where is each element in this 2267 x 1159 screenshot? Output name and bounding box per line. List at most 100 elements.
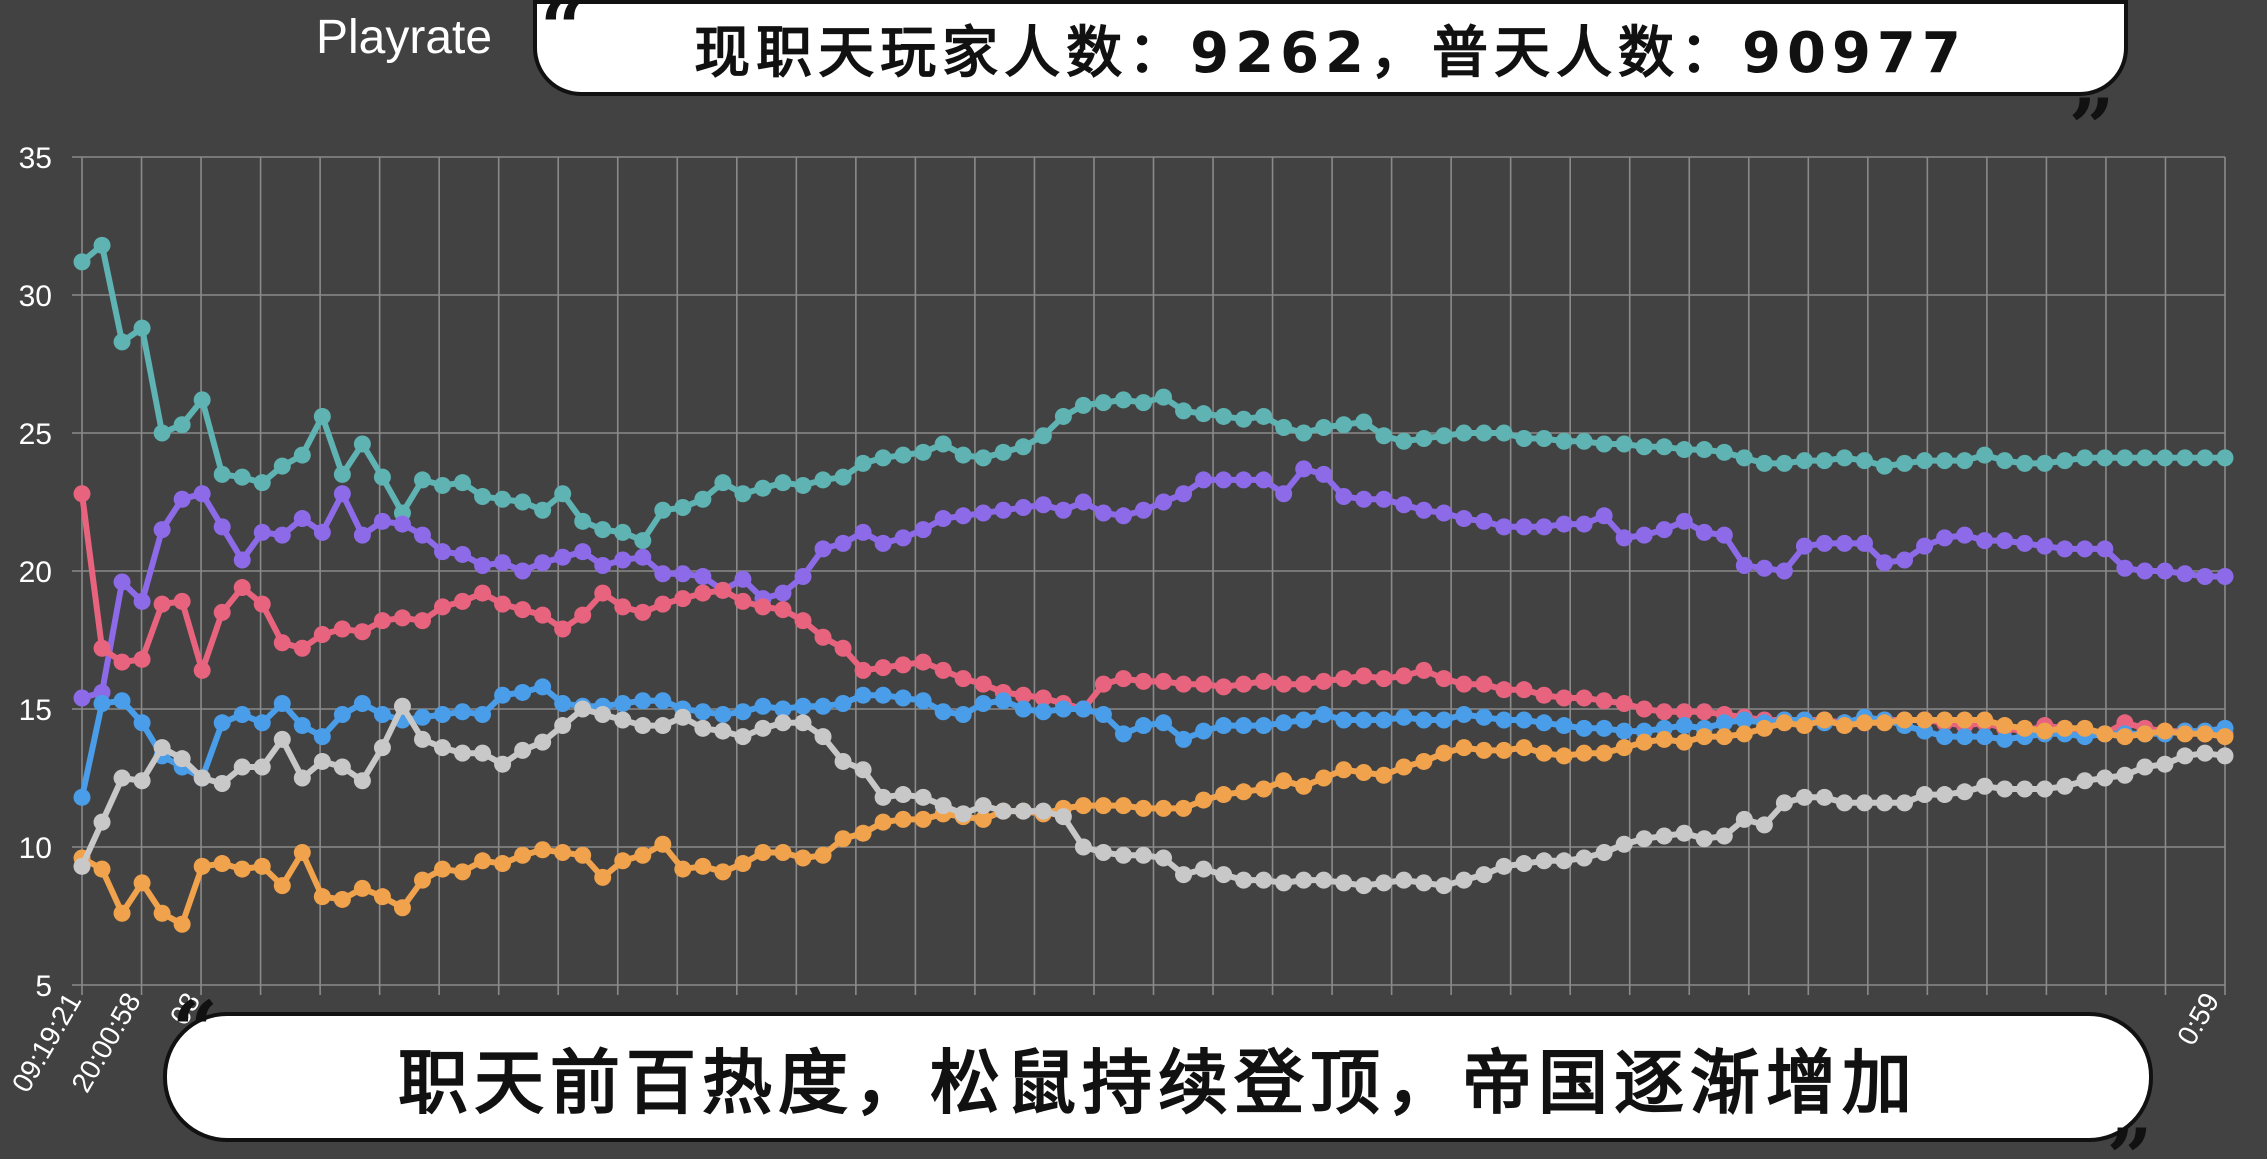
data-point: [714, 722, 732, 740]
data-point: [614, 551, 632, 569]
data-point: [734, 570, 752, 588]
data-point: [2136, 725, 2154, 743]
data-point: [1595, 507, 1613, 525]
data-point: [1575, 515, 1593, 533]
data-point: [434, 598, 452, 616]
data-point: [333, 465, 351, 483]
data-point: [1575, 689, 1593, 707]
data-point: [1936, 786, 1954, 804]
data-point: [1655, 703, 1673, 721]
data-point: [1996, 717, 2014, 735]
data-point: [1155, 493, 1173, 511]
data-point: [434, 860, 452, 878]
data-point: [2116, 728, 2134, 746]
data-point: [954, 805, 972, 823]
data-point: [1034, 427, 1052, 445]
data-point: [874, 534, 892, 552]
data-point: [253, 474, 271, 492]
data-point: [1435, 744, 1453, 762]
data-point: [554, 717, 572, 735]
data-point: [834, 752, 852, 770]
data-point: [1815, 788, 1833, 806]
data-point: [273, 877, 291, 895]
data-point: [1855, 534, 1873, 552]
data-point: [1655, 730, 1673, 748]
data-point: [1615, 739, 1633, 757]
data-point: [1455, 510, 1473, 528]
data-point: [1695, 830, 1713, 848]
data-point: [1415, 430, 1433, 448]
data-point: [1735, 556, 1753, 574]
data-point: [1475, 741, 1493, 759]
data-point: [474, 584, 492, 602]
data-point: [2096, 769, 2114, 787]
data-point: [1375, 427, 1393, 445]
data-point: [854, 454, 872, 472]
data-point: [594, 521, 612, 539]
data-point: [1976, 446, 1994, 464]
data-point: [1014, 438, 1032, 456]
y-tick-label: 35: [19, 142, 52, 175]
data-point: [934, 435, 952, 453]
data-point: [1295, 460, 1313, 478]
data-point: [2016, 780, 2034, 798]
data-point: [794, 849, 812, 867]
data-point: [353, 623, 371, 641]
data-point: [1094, 797, 1112, 815]
y-tick-label: 30: [19, 280, 52, 313]
data-point: [554, 548, 572, 566]
data-point: [413, 871, 431, 889]
data-point: [614, 598, 632, 616]
data-point: [1315, 871, 1333, 889]
data-point: [413, 730, 431, 748]
data-point: [714, 474, 732, 492]
data-point: [333, 620, 351, 638]
data-point: [1615, 722, 1633, 740]
data-point: [934, 510, 952, 528]
data-point: [413, 612, 431, 630]
data-point: [1675, 512, 1693, 530]
data-point: [774, 474, 792, 492]
data-point: [1054, 407, 1072, 425]
data-point: [233, 758, 251, 776]
data-point: [1635, 733, 1653, 751]
data-point: [894, 529, 912, 547]
data-point: [694, 703, 712, 721]
data-point: [1195, 791, 1213, 809]
data-point: [1335, 670, 1353, 688]
data-point: [1155, 672, 1173, 690]
data-point: [173, 490, 191, 508]
data-point: [2176, 565, 2194, 583]
data-point: [93, 813, 111, 831]
data-point: [554, 485, 572, 503]
data-point: [193, 661, 211, 679]
data-point: [1134, 846, 1152, 864]
data-point: [133, 714, 151, 732]
data-point: [73, 788, 91, 806]
data-point: [1094, 706, 1112, 724]
data-point: [273, 634, 291, 652]
data-point: [1395, 871, 1413, 889]
data-point: [2096, 540, 2114, 558]
data-point: [1715, 827, 1733, 845]
data-point: [474, 487, 492, 505]
data-point: [674, 708, 692, 726]
data-point: [1495, 518, 1513, 536]
data-point: [1315, 706, 1333, 724]
data-point: [1255, 717, 1273, 735]
data-point: [1094, 844, 1112, 862]
data-point: [2016, 534, 2034, 552]
data-point: [1575, 744, 1593, 762]
data-point: [2156, 562, 2174, 580]
data-point: [1956, 728, 1974, 746]
data-point: [1715, 443, 1733, 461]
data-point: [914, 810, 932, 828]
data-point: [1235, 675, 1253, 693]
data-point: [574, 512, 592, 530]
data-point: [1655, 521, 1673, 539]
data-point: [874, 788, 892, 806]
data-point: [1815, 711, 1833, 729]
data-point: [1335, 874, 1353, 892]
data-point: [1535, 518, 1553, 536]
